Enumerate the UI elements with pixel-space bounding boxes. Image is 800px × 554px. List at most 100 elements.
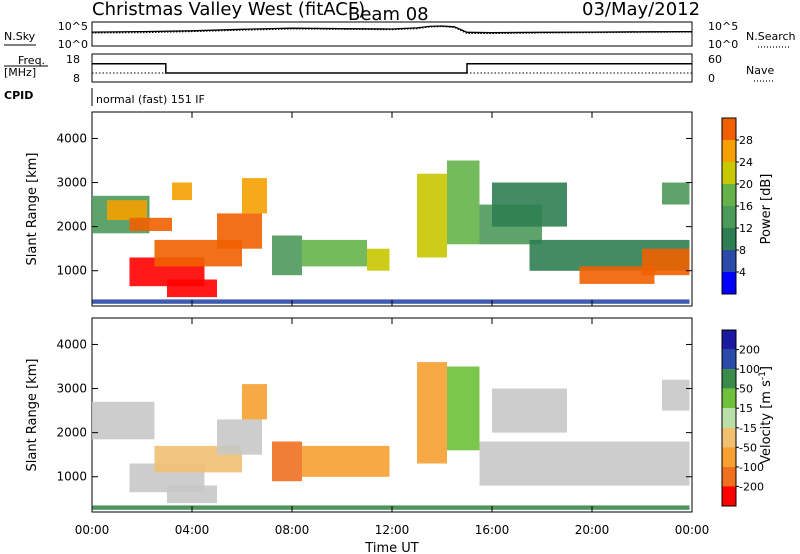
freq-panel-frame [91,53,693,83]
noise-panel: N.Sky 10^5 10^0 10^5 10^0 N.Search [4,20,796,51]
power-cell-6 [217,213,262,249]
colorbar-swatch [722,486,736,506]
freq-left-tick-top: 18 [66,53,80,66]
x-tick-label: 00:00 [675,523,710,537]
power-cell-19 [662,182,690,205]
y-tick-label: 1000 [56,470,87,484]
y-tick-label: 4000 [56,131,87,145]
colorbar-swatch [722,408,736,428]
velocity-cell-11 [492,388,567,433]
noise-left-tick-top: 10^5 [58,20,88,33]
colorbar-frame [721,329,737,507]
noise-left-label: N.Sky [4,30,36,43]
noise-right-tick-bottom: 10^0 [708,38,738,51]
x-tick-label: 00:00 [75,523,110,537]
power-cell-8 [172,182,192,201]
x-tick-label: 08:00 [275,523,310,537]
colorbar-tick-label: -50 [739,441,757,454]
velocity-cell-5 [242,384,267,420]
colorbar-tick-label: 28 [739,134,753,147]
colorbar-swatch [722,162,736,184]
colorbar-swatch [722,349,736,370]
power-cell-7 [242,178,267,214]
x-tick-label: 12:00 [375,523,410,537]
power-cell-20 [92,299,690,304]
freq-left-tick-bottom: 8 [73,72,80,85]
noise-left-tick-bottom: 10^0 [58,38,88,51]
power-panel: 1000 2000 3000 4000 Slant Range [km] [25,111,693,307]
noise-panel-frame [91,21,693,47]
velocity-cell-10 [479,441,690,486]
beam-label: Beam 08 [348,4,429,25]
y-tick-label: 3000 [56,176,87,190]
x-axis-label: Time UT [364,541,418,554]
colorbar-tick-label: 15 [739,402,753,415]
freq-label-line2: [MHz] [4,66,36,79]
freq-panel: Freq. [MHz] 18 8 60 0 Nave [4,53,774,85]
power-cell-17 [579,266,655,284]
power-data-cells [92,160,690,304]
colorbar-swatch [722,330,736,350]
velocity-cell-8 [417,362,447,464]
velocity-cell-3 [167,485,217,504]
power-cell-5 [167,279,217,298]
date-label: 03/May/2012 [582,0,700,20]
colorbar-swatch [722,466,736,487]
colorbar-swatch [722,388,736,409]
velocity-colorbar-label-text: Velocity [m s [759,380,774,464]
power-cell-12 [417,173,447,258]
velocity-colorbar-label-exp: -1 [758,371,768,380]
colorbar-tick-label: 50 [739,383,753,396]
colorbar-tick-label: 4 [739,266,746,279]
velocity-cell-13 [92,505,690,510]
y-tick-label: 3000 [56,382,87,396]
colorbar-tick-label: -15 [739,422,757,435]
colorbar-tick-label: 8 [739,244,746,257]
freq-label-line1: Freq. [18,54,45,67]
power-y-ticks: 1000 2000 3000 4000 [56,131,692,278]
power-colorbar-label: Power [dB] [759,174,774,245]
power-ylabel: Slant Range [km] [25,153,40,266]
colorbar-swatch [722,250,736,272]
power-cell-9 [272,235,302,276]
velocity-cell-9 [447,366,480,451]
power-cell-13 [447,160,480,245]
y-tick-label: 2000 [56,426,87,440]
velocity-colorbar-label: Velocity [m s-1] [758,366,774,464]
velocity-ylabel: Slant Range [km] [25,359,40,472]
velocity-colorbar-label-end: ] [759,366,774,371]
x-tick-label: 20:00 [575,523,610,537]
power-cell-2 [129,217,172,231]
power-cell-10 [302,239,367,267]
power-cell-11 [367,248,390,271]
series-line-n-sky [91,25,693,34]
power-colorbar: Power [dB] 4 8 12 16 20 24 28 [721,117,774,295]
colorbar-tick-label: -100 [739,461,764,474]
colorbar-tick-label: -200 [739,480,764,493]
y-tick-label: 1000 [56,264,87,278]
colorbar-swatch [722,447,736,467]
colorbar-tick-label: 20 [739,178,753,191]
colorbar-tick-label: 12 [739,222,753,235]
colorbar-swatch [722,184,736,206]
x-axis-ticks: 00:00 04:00 08:00 12:00 16:00 20:00 00:00 [75,112,710,537]
nave-label: Nave [746,64,774,77]
colorbar-swatch [722,140,736,162]
series-line-frequency [92,63,692,74]
x-tick-label: 16:00 [475,523,510,537]
velocity-cell-4 [217,419,262,455]
cpid-label: CPID [4,89,33,102]
noise-right-tick-top: 10^5 [708,20,738,33]
freq-right-tick-top: 60 [708,53,722,66]
velocity-cell-0 [92,401,155,440]
x-tick-label: 04:00 [175,523,210,537]
colorbar-swatch [722,272,736,294]
velocity-panel: 1000 2000 3000 4000 Slant Range [km] [25,317,693,513]
velocity-y-ticks: 1000 2000 3000 4000 [56,337,692,484]
station-title: Christmas Valley West (fitACF) [92,0,365,20]
cpid-program: normal (fast) 151 IF [96,93,205,106]
velocity-cell-12 [662,379,690,411]
freq-right-tick-bottom: 0 [708,72,715,85]
power-cell-18 [642,248,690,276]
